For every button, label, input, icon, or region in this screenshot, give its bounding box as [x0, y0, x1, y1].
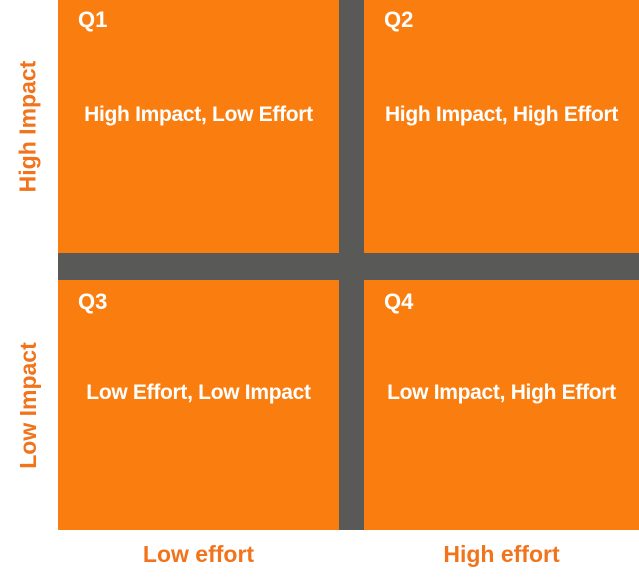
quadrant-q3-tag: Q3 [78, 289, 108, 314]
y-axis-label-high-impact: High Impact [0, 0, 56, 253]
x-axis-label-high-effort: High effort [443, 540, 560, 567]
quadrant-q3: Q3 Low Effort, Low Impact [58, 280, 339, 530]
quadrant-q2: Q2 High Impact, High Effort [364, 0, 639, 253]
x-axis-label-low-effort: Low effort [142, 540, 255, 567]
quadrant-q1: Q1 High Impact, Low Effort [58, 0, 339, 253]
quadrant-q1-label: High Impact, Low Effort [84, 102, 313, 126]
quadrant-grid: Q1 High Impact, Low Effort Q2 High Impac… [58, 0, 639, 530]
y-axis-label-low-impact: Low Impact [0, 280, 56, 530]
y-axis-label-high-impact-text: High Impact [14, 60, 41, 193]
quadrant-q2-label: High Impact, High Effort [384, 102, 619, 126]
y-axis-label-low-impact-text: Low Impact [14, 341, 41, 469]
quadrant-q4: Q4 Low Impact, High Effort [364, 280, 639, 530]
quadrant-q4-tag: Q4 [384, 289, 414, 314]
quadrant-q1-tag: Q1 [78, 7, 108, 32]
quadrant-q3-label: Low Effort, Low Impact [86, 381, 311, 404]
quadrant-q4-label: Low Impact, High Effort [387, 381, 616, 404]
quadrant-q2-tag: Q2 [384, 7, 414, 32]
